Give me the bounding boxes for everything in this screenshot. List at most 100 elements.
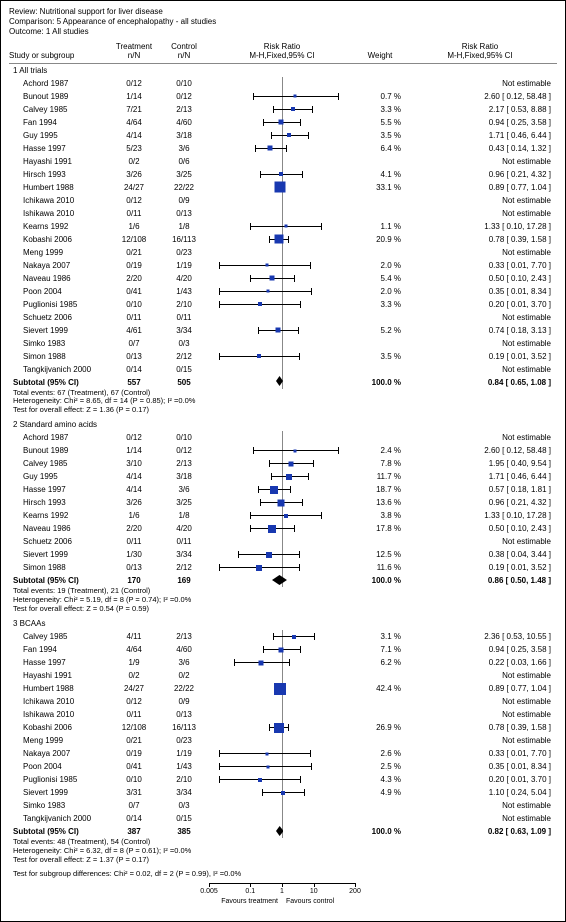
study-row: Nakaya 20070/191/192.6 %0.33 [ 0.01, 7.7… (9, 747, 557, 760)
treatment-n: 0/21 (109, 736, 159, 745)
study-row: Kearns 19921/61/81.1 %1.33 [ 0.10, 17.28… (9, 220, 557, 233)
treatment-n: 24/27 (109, 684, 159, 693)
risk-ratio: 0.74 [ 0.18, 3.13 ] (405, 326, 555, 335)
weight: 12.5 % (355, 550, 405, 559)
forest-plot-cell (209, 656, 355, 669)
forest-plot-cell (209, 561, 355, 574)
subtotal-t: 557 (109, 378, 159, 387)
subtotal-note: Total events: 48 (Treatment), 54 (Contro… (9, 838, 557, 847)
subtotal-c: 169 (159, 576, 209, 585)
control-n: 3/25 (159, 170, 209, 179)
forest-plot-cell (209, 142, 355, 155)
forest-plot-cell (209, 509, 355, 522)
treatment-n: 4/14 (109, 131, 159, 140)
study-row: Poon 20040/411/432.0 %0.35 [ 0.01, 8.34 … (9, 285, 557, 298)
study-row: Ishikawa 20100/110/13Not estimable (9, 708, 557, 721)
study-row: Hayashi 19910/20/6Not estimable (9, 155, 557, 168)
control-n: 0/11 (159, 313, 209, 322)
weight: 26.9 % (355, 723, 405, 732)
study-row: Ichikawa 20100/120/9Not estimable (9, 194, 557, 207)
risk-ratio: 2.60 [ 0.12, 58.48 ] (405, 92, 555, 101)
study-name: Kobashi 2006 (9, 723, 109, 732)
header: Review: Nutritional support for liver di… (9, 7, 557, 37)
study-row: Schuetz 20060/110/11Not estimable (9, 311, 557, 324)
treatment-n: 0/12 (109, 433, 159, 442)
forest-plot-cell (209, 194, 355, 207)
study-row: Humbert 198824/2722/2233.1 %0.89 [ 0.77,… (9, 181, 557, 194)
weight: 3.5 % (355, 131, 405, 140)
study-row: Meng 19990/210/23Not estimable (9, 734, 557, 747)
treatment-n: 0/12 (109, 79, 159, 88)
treatment-n: 4/11 (109, 632, 159, 641)
study-name: Simon 1988 (9, 352, 109, 361)
forest-plot-cell (209, 246, 355, 259)
forest-plot-cell (209, 272, 355, 285)
control-n: 22/22 (159, 684, 209, 693)
weight: 42.4 % (355, 684, 405, 693)
forest-plot-cell (209, 181, 355, 194)
weight: 4.1 % (355, 170, 405, 179)
treatment-n: 5/23 (109, 144, 159, 153)
col-rr-plot: Risk RatioM-H,Fixed,95% CI (209, 43, 355, 61)
subtotal-note: Test for overall effect: Z = 0.54 (P = 0… (9, 605, 557, 614)
risk-ratio: 0.96 [ 0.21, 4.32 ] (405, 170, 555, 179)
subtotal-wt: 100.0 % (355, 827, 405, 836)
treatment-n: 1/30 (109, 550, 159, 559)
study-name: Meng 1999 (9, 736, 109, 745)
weight: 5.2 % (355, 326, 405, 335)
risk-ratio: 0.43 [ 0.14, 1.32 ] (405, 144, 555, 153)
group-heading: 3 BCAAs (9, 617, 557, 630)
study-row: Simon 19880/132/1211.6 %0.19 [ 0.01, 3.5… (9, 561, 557, 574)
treatment-n: 0/10 (109, 775, 159, 784)
subtotal-t: 387 (109, 827, 159, 836)
forest-plot-cell (209, 444, 355, 457)
subtotal-note: Heterogeneity: Chi² = 6.32, df = 8 (P = … (9, 847, 557, 856)
risk-ratio: Not estimable (405, 209, 555, 218)
control-n: 0/13 (159, 209, 209, 218)
subtotal-label: Subtotal (95% CI) (9, 378, 109, 387)
study-name: Calvey 1985 (9, 459, 109, 468)
subtotal-rr: 0.82 [ 0.63, 1.09 ] (405, 827, 555, 836)
control-n: 3/34 (159, 788, 209, 797)
treatment-n: 12/108 (109, 723, 159, 732)
study-row: Tangkijvanich 20000/140/15Not estimable (9, 363, 557, 376)
study-name: Hayashi 1991 (9, 157, 109, 166)
study-row: Ishikawa 20100/110/13Not estimable (9, 207, 557, 220)
study-name: Tangkijvanich 2000 (9, 365, 109, 374)
axis-tick-label: 200 (349, 888, 361, 895)
forest-plot-cell (209, 311, 355, 324)
treatment-n: 0/19 (109, 261, 159, 270)
study-name: Tangkijvanich 2000 (9, 814, 109, 823)
control-n: 1/43 (159, 287, 209, 296)
treatment-n: 24/27 (109, 183, 159, 192)
control-n: 0/3 (159, 339, 209, 348)
axis-tick-label: 0.005 (200, 888, 218, 895)
col-study: Study or subgroup (9, 52, 109, 61)
control-n: 4/60 (159, 645, 209, 654)
weight: 2.5 % (355, 762, 405, 771)
risk-ratio: 2.17 [ 0.53, 8.88 ] (405, 105, 555, 114)
risk-ratio: Not estimable (405, 365, 555, 374)
risk-ratio: 0.89 [ 0.77, 1.04 ] (405, 183, 555, 192)
study-row: Ichikawa 20100/120/9Not estimable (9, 695, 557, 708)
risk-ratio: 0.57 [ 0.18, 1.81 ] (405, 485, 555, 494)
forest-plot-cell (209, 812, 355, 825)
axis-tick-label: 0.1 (245, 888, 255, 895)
control-n: 3/6 (159, 658, 209, 667)
control-n: 0/23 (159, 248, 209, 257)
forest-plot-cell (209, 535, 355, 548)
study-name: Puglionisi 1985 (9, 300, 109, 309)
forest-plot-cell (209, 431, 355, 444)
control-n: 0/15 (159, 814, 209, 823)
study-row: Bunout 19891/140/120.7 %2.60 [ 0.12, 58.… (9, 90, 557, 103)
risk-ratio: 0.22 [ 0.03, 1.66 ] (405, 658, 555, 667)
treatment-n: 0/11 (109, 537, 159, 546)
treatment-n: 2/20 (109, 524, 159, 533)
study-name: Simon 1988 (9, 563, 109, 572)
risk-ratio: 0.20 [ 0.01, 3.70 ] (405, 775, 555, 784)
study-name: Simko 1983 (9, 339, 109, 348)
axis-tick-label: 1 (280, 888, 284, 895)
forest-plot-cell (209, 682, 355, 695)
forest-plot-cell (209, 298, 355, 311)
subtotal-label: Subtotal (95% CI) (9, 827, 109, 836)
